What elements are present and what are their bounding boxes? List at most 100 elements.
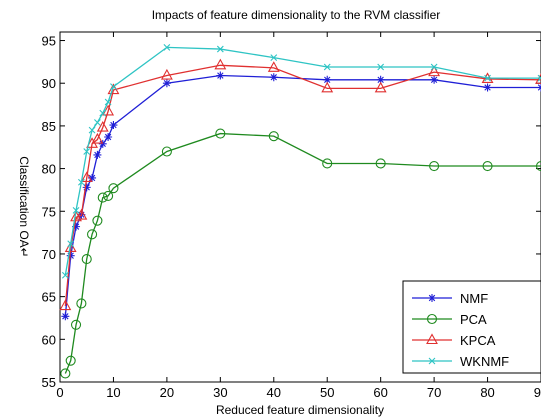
legend-entry-pca: PCA bbox=[412, 312, 487, 327]
data-point bbox=[535, 73, 541, 84]
y-tick-label: 70 bbox=[42, 247, 56, 262]
series-pca bbox=[60, 128, 541, 379]
data-point bbox=[321, 81, 334, 93]
data-point bbox=[59, 299, 72, 311]
data-point bbox=[99, 109, 107, 117]
x-tick-label: 90 bbox=[534, 385, 541, 400]
data-point bbox=[216, 71, 225, 80]
data-point bbox=[482, 160, 493, 172]
series-layer bbox=[59, 43, 541, 379]
legend-entry-wknmf: WKNMF bbox=[412, 354, 509, 369]
data-point bbox=[161, 146, 172, 157]
data-point bbox=[67, 240, 75, 248]
data-point bbox=[61, 312, 70, 321]
data-point bbox=[88, 173, 97, 182]
data-point bbox=[215, 128, 226, 139]
data-point bbox=[93, 150, 102, 159]
y-tick-label: 80 bbox=[42, 162, 56, 177]
data-point bbox=[72, 207, 80, 214]
data-point bbox=[109, 121, 118, 130]
series-line bbox=[64, 74, 541, 317]
legend-label: KPCA bbox=[460, 333, 496, 348]
x-tick-label: 70 bbox=[427, 385, 441, 400]
data-point bbox=[214, 58, 227, 70]
x-tick-label: 60 bbox=[373, 385, 387, 400]
data-point bbox=[426, 333, 438, 345]
data-point bbox=[110, 83, 117, 91]
data-point bbox=[97, 192, 108, 203]
data-point bbox=[61, 271, 69, 279]
legend-entry-kpca: KPCA bbox=[412, 333, 496, 348]
series-line bbox=[64, 46, 541, 276]
y-axis-label: Classification OA↵ bbox=[17, 156, 31, 257]
data-point bbox=[70, 319, 82, 330]
x-tick-label: 80 bbox=[480, 385, 494, 400]
data-point bbox=[426, 313, 438, 325]
data-point bbox=[65, 355, 76, 366]
legend-label: WKNMF bbox=[460, 354, 509, 369]
data-point bbox=[87, 229, 98, 240]
data-point bbox=[92, 215, 103, 226]
data-point bbox=[94, 119, 101, 126]
legend-box bbox=[402, 280, 541, 374]
data-point bbox=[163, 43, 171, 51]
series-line bbox=[64, 64, 541, 307]
data-point bbox=[162, 79, 171, 88]
data-point bbox=[323, 63, 331, 71]
y-tick-label: 95 bbox=[42, 34, 56, 49]
data-point bbox=[103, 190, 114, 201]
data-point bbox=[81, 254, 92, 265]
data-point bbox=[430, 63, 438, 71]
y-tick-label: 55 bbox=[42, 375, 56, 390]
legend-label: PCA bbox=[460, 312, 487, 327]
data-point bbox=[267, 61, 280, 72]
chart-title: Impacts of feature dimensionality to the… bbox=[152, 8, 441, 22]
data-point bbox=[96, 120, 109, 132]
data-point bbox=[108, 183, 119, 194]
data-point bbox=[376, 75, 385, 84]
legend-label: NMF bbox=[460, 291, 488, 306]
y-tick-label: 60 bbox=[42, 332, 56, 347]
data-point bbox=[483, 83, 492, 92]
y-tick-label: 75 bbox=[42, 204, 56, 219]
data-point bbox=[535, 160, 541, 172]
y-tick-label: 85 bbox=[42, 119, 56, 134]
data-point bbox=[160, 68, 173, 80]
data-point bbox=[428, 357, 436, 365]
data-point bbox=[375, 158, 386, 169]
data-point bbox=[77, 178, 85, 186]
data-point bbox=[430, 75, 439, 84]
data-point bbox=[75, 208, 88, 220]
legend-entry-nmf: NMF bbox=[412, 291, 488, 306]
data-point bbox=[83, 148, 91, 155]
data-point bbox=[537, 74, 541, 82]
legend: NMF PCA KPCA WKNMF bbox=[402, 280, 541, 374]
data-point bbox=[98, 139, 107, 148]
data-point bbox=[484, 74, 491, 82]
data-point bbox=[429, 160, 440, 172]
data-point bbox=[82, 183, 91, 192]
data-point bbox=[270, 54, 278, 61]
data-point bbox=[428, 65, 441, 77]
data-point bbox=[104, 98, 112, 106]
data-point bbox=[91, 132, 104, 144]
data-point bbox=[76, 298, 87, 309]
data-point bbox=[72, 222, 81, 231]
x-tick-label: 30 bbox=[213, 385, 227, 400]
x-axis-label: Reduced feature dimensionality bbox=[216, 403, 384, 417]
data-point bbox=[322, 158, 333, 169]
data-point bbox=[66, 251, 75, 260]
data-point bbox=[323, 75, 332, 84]
data-point bbox=[374, 81, 387, 93]
data-point bbox=[104, 133, 113, 141]
data-point bbox=[269, 73, 278, 82]
data-point bbox=[60, 368, 71, 379]
y-tick-label: 90 bbox=[42, 76, 56, 91]
data-point bbox=[377, 63, 385, 71]
x-tick-label: 0 bbox=[56, 385, 63, 400]
axis-ticks: 55 60 65 70 75 80 85 90 95 0 10 20 30 40 50 60 70 80 90 bbox=[42, 32, 541, 400]
x-tick-label: 20 bbox=[160, 385, 174, 400]
series-wknmf bbox=[61, 43, 541, 279]
data-point bbox=[216, 45, 224, 53]
